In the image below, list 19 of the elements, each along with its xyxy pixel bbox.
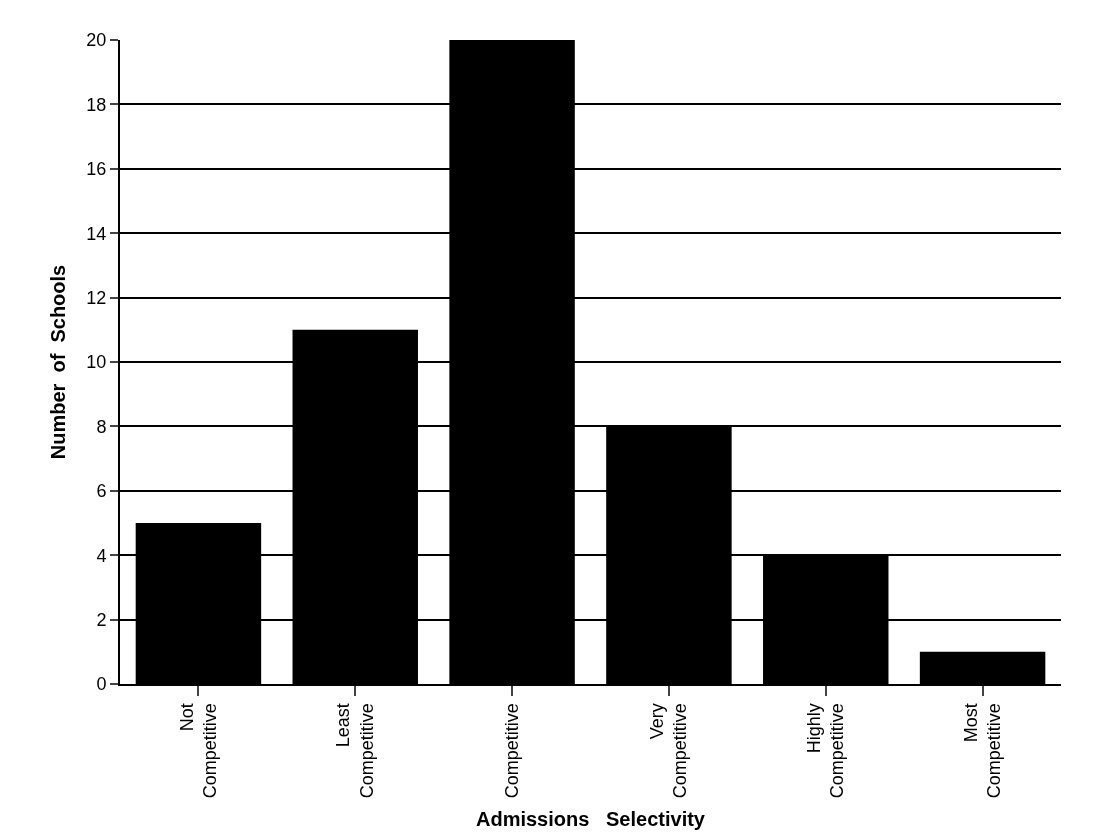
x-tick-label: Highly Competitive [803,703,848,799]
y-tick-label: 8 [96,416,107,437]
x-tick-label: Very Competitive [647,703,691,799]
x-tick-label: Competitive [501,703,522,799]
x-axis-title: Admissions Selectivity [476,808,706,831]
y-tick-label: 10 [86,352,107,373]
y-tick-label: 20 [86,30,107,51]
y-tick-label: 2 [96,609,107,630]
y-tick-label: 16 [86,159,107,180]
y-tick-label: 14 [86,223,107,244]
y-axis-title: Number of Schools [47,264,70,460]
x-tick-label: Most Competitive [960,703,1005,799]
x-tick-label: Least Competitive [333,703,377,799]
y-tick-label: 18 [86,94,107,115]
y-tick-label: 6 [96,481,107,502]
y-tick-label: 12 [86,287,107,308]
y-tick-label: 0 [96,674,107,695]
y-tick-label: 4 [96,545,107,566]
x-tick-label: Not Competitive [176,703,220,799]
